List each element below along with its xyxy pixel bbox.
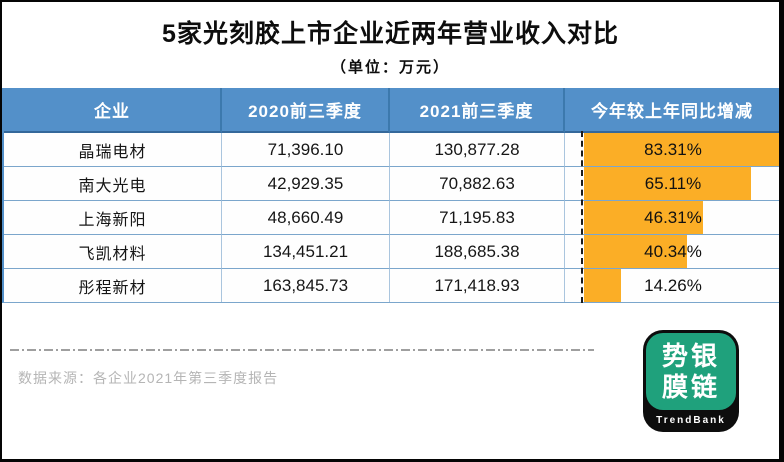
yoy-bar-cell: 14.26%	[565, 268, 779, 302]
yoy-bar	[584, 133, 779, 166]
revenue-table: 企业 2020前三季度 2021前三季度 今年较上年同比增减 晶瑞电材 71,3…	[2, 88, 779, 303]
column-header-2020q3: 2020前三季度	[222, 88, 390, 133]
yoy-bar-cell: 40.34%	[565, 234, 779, 268]
company-name-cell: 晶瑞电材	[4, 133, 222, 166]
footer-divider-line	[10, 349, 594, 351]
logo-text-line2: 膜链	[661, 371, 720, 402]
company-name-cell: 飞凯材料	[4, 234, 222, 268]
revenue-2021-cell: 70,882.63	[390, 166, 565, 200]
yoy-percent-label: 46.31%	[644, 207, 702, 227]
yoy-bar-cell: 65.11%	[565, 166, 779, 200]
data-source-note: 数据来源：各企业2021年第三季度报告	[18, 370, 279, 386]
page-subtitle: （单位：万元）	[330, 59, 450, 76]
revenue-2020-cell: 42,929.35	[222, 166, 390, 200]
revenue-2021-cell: 171,418.93	[390, 268, 565, 302]
yoy-bar	[584, 167, 752, 200]
trendbank-logo-green-tile: 势银 膜链	[646, 333, 736, 410]
logo-brand-name: TrendBank	[656, 415, 726, 426]
company-name-cell: 南大光电	[4, 166, 222, 200]
yoy-percent-label: 65.11%	[644, 173, 702, 193]
yoy-bar-cell: 83.31%	[565, 133, 779, 166]
page-title: 5家光刻胶上市企业近两年营业收入对比	[162, 20, 619, 48]
column-header-company: 企业	[4, 88, 222, 133]
logo-text-line1: 势银	[661, 340, 720, 371]
yoy-bar	[584, 235, 688, 268]
revenue-2020-cell: 163,845.73	[222, 268, 390, 302]
company-name-cell: 上海新阳	[4, 200, 222, 234]
yoy-percent-label: 83.31%	[644, 139, 702, 159]
revenue-2021-cell: 130,877.28	[390, 133, 565, 166]
column-header-yoy-change: 今年较上年同比增减	[565, 88, 779, 133]
revenue-2021-cell: 188,685.38	[390, 234, 565, 268]
revenue-2020-cell: 134,451.21	[222, 234, 390, 268]
yoy-bar-cell: 46.31%	[565, 200, 779, 234]
revenue-2020-cell: 48,660.49	[222, 200, 390, 234]
table-grid: 企业 2020前三季度 2021前三季度 今年较上年同比增减 晶瑞电材 71,3…	[2, 88, 779, 303]
revenue-2021-cell: 71,195.83	[390, 200, 565, 234]
revenue-2020-cell: 71,396.10	[222, 133, 390, 166]
yoy-bar	[584, 201, 703, 234]
yoy-percent-label: 40.34%	[644, 241, 702, 261]
bar-baseline-dashed-line	[581, 131, 583, 303]
yoy-percent-label: 14.26%	[644, 275, 702, 295]
column-header-2021q3: 2021前三季度	[390, 88, 565, 133]
trendbank-logo: 势银 膜链 TrendBank	[643, 330, 739, 432]
yoy-bar	[584, 269, 621, 302]
company-name-cell: 彤程新材	[4, 268, 222, 302]
